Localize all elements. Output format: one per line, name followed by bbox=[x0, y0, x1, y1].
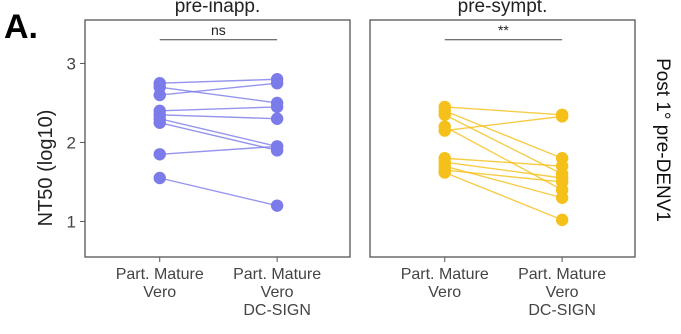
pair-line bbox=[444, 115, 563, 132]
data-point bbox=[270, 112, 284, 125]
data-point bbox=[270, 100, 284, 114]
panel-label: A. bbox=[4, 8, 38, 46]
pair-line bbox=[159, 122, 278, 152]
data-point bbox=[438, 108, 451, 122]
x-tick-label: Part. Mature bbox=[116, 266, 204, 283]
panel-frame bbox=[369, 19, 636, 258]
data-point bbox=[153, 148, 166, 161]
data-point bbox=[270, 199, 284, 212]
x-tick-label: Vero bbox=[143, 284, 176, 301]
x-tick-label: Part. Mature bbox=[401, 266, 489, 283]
data-point bbox=[555, 110, 569, 123]
pair-line bbox=[159, 86, 278, 104]
y-tick-label: 2 bbox=[67, 133, 76, 152]
pair-line bbox=[444, 110, 563, 159]
pair-line bbox=[159, 106, 278, 112]
pair-line bbox=[444, 106, 563, 116]
data-point bbox=[555, 159, 569, 173]
x-tick-label: Part. Mature bbox=[518, 266, 606, 283]
x-tick-label: Vero bbox=[546, 284, 579, 301]
data-point bbox=[555, 213, 569, 227]
pair-line bbox=[159, 78, 278, 84]
pair-line bbox=[159, 114, 278, 120]
data-point bbox=[153, 171, 166, 185]
row-facet-label: Post 1° pre-DENV1 bbox=[652, 58, 673, 222]
data-point bbox=[270, 77, 284, 90]
y-axis-label: NT50 (log10) bbox=[35, 110, 57, 227]
panel-title: pre-inapp. bbox=[175, 0, 261, 17]
x-tick-label: DC-SIGN bbox=[528, 302, 596, 319]
pair-line bbox=[444, 165, 563, 199]
pair-line bbox=[444, 169, 563, 183]
panel-title: pre-sympt. bbox=[458, 0, 548, 17]
y-tick-label: 1 bbox=[67, 212, 76, 231]
significance-label: ** bbox=[498, 22, 509, 38]
data-point bbox=[555, 191, 569, 204]
pair-line bbox=[159, 145, 278, 155]
pair-line bbox=[159, 118, 278, 148]
x-tick-label: Part. Mature bbox=[233, 266, 321, 283]
data-point bbox=[153, 88, 166, 102]
pair-line bbox=[444, 157, 563, 167]
pair-line bbox=[444, 171, 563, 221]
panel-frame bbox=[84, 19, 351, 258]
x-tick-label: Vero bbox=[261, 284, 294, 301]
pair-line bbox=[159, 82, 278, 96]
x-tick-label: Vero bbox=[428, 284, 461, 301]
data-point bbox=[555, 175, 569, 189]
x-tick-label: DC-SIGN bbox=[243, 302, 311, 319]
significance-label: ns bbox=[211, 22, 226, 38]
y-tick-label: 3 bbox=[67, 54, 76, 73]
data-point bbox=[153, 116, 166, 129]
pair-line bbox=[159, 177, 278, 207]
data-point bbox=[270, 140, 284, 153]
pair-line bbox=[444, 161, 563, 179]
data-point bbox=[438, 124, 451, 137]
data-point bbox=[438, 166, 451, 179]
